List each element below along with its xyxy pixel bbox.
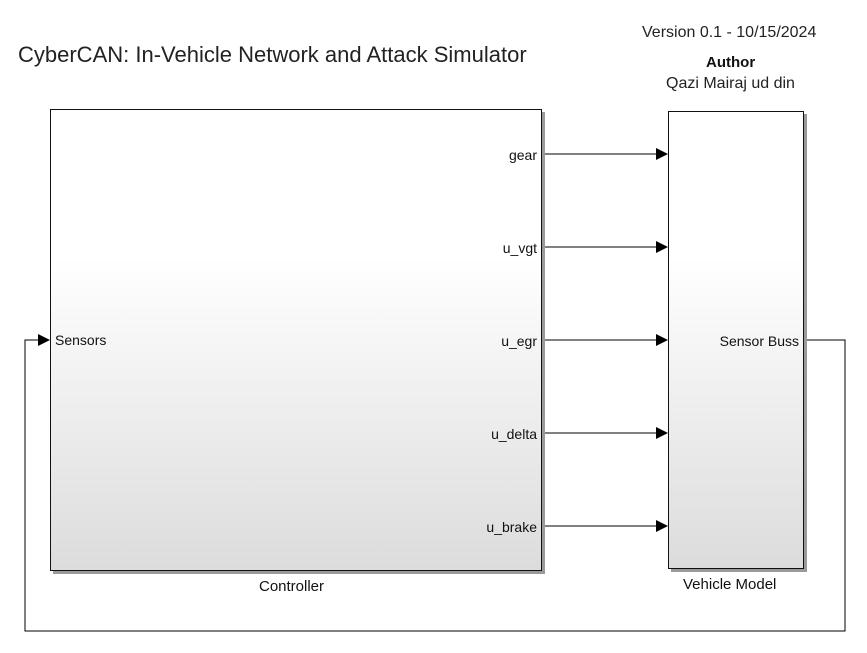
vehicle-model-block[interactable]: Sensor Buss [668,111,804,569]
port-u-egr: u_egr [501,333,537,349]
author-name: Qazi Mairaj ud din [666,75,795,92]
port-gear: gear [508,147,537,163]
port-sensors: Sensors [55,332,107,348]
controller-block[interactable]: Sensors gear u_vgt u_egr u_delta u_brake [50,109,542,571]
port-sensor-buss: Sensor Buss [719,333,799,349]
port-u-delta: u_delta [491,426,537,442]
author-heading: Author [706,54,756,71]
feedback-line-sensor-buss[interactable] [24,334,846,632]
version-label: Version 0.1 - 10/15/2024 [642,24,817,41]
port-u-brake: u_brake [486,519,537,535]
controller-label: Controller [259,578,325,595]
vehicle-model-label: Vehicle Model [683,576,777,593]
diagram-title: CyberCAN: In-Vehicle Network and Attack … [18,42,527,67]
port-u-vgt: u_vgt [502,240,537,256]
